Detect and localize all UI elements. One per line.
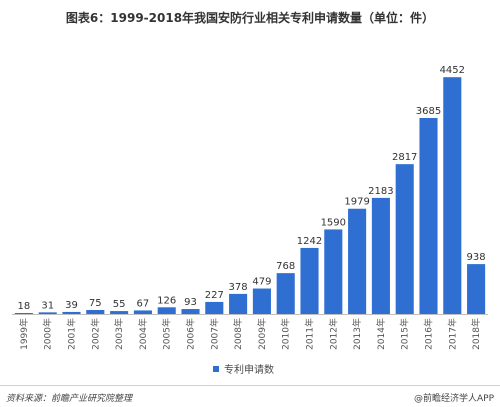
bar xyxy=(181,309,200,314)
bar xyxy=(348,208,367,314)
x-tick-label: 2015年 xyxy=(399,318,411,350)
bar-value-label: 4452 xyxy=(440,65,465,76)
x-tick-label: 1999年 xyxy=(18,318,30,350)
bar-value-label: 1979 xyxy=(344,197,369,208)
bar-value-label: 75 xyxy=(89,298,102,309)
bar-value-label: 378 xyxy=(229,282,248,293)
bar xyxy=(300,247,319,314)
x-tick-label: 2010年 xyxy=(280,318,292,350)
bar-value-label: 768 xyxy=(276,261,295,272)
x-tick-label: 2016年 xyxy=(423,318,435,350)
bar-value-label: 227 xyxy=(205,290,224,301)
legend-label: 专利申请数 xyxy=(224,365,274,376)
bar-value-label: 31 xyxy=(41,300,54,311)
bar xyxy=(205,301,224,314)
bar xyxy=(395,164,414,314)
x-tick-label: 2005年 xyxy=(161,318,173,350)
x-tick-label: 2001年 xyxy=(66,318,78,350)
bar xyxy=(229,293,248,314)
bar-value-label: 39 xyxy=(65,300,78,311)
x-tick-label: 2008年 xyxy=(232,318,244,350)
bar xyxy=(443,77,462,314)
bar xyxy=(276,273,295,314)
bar-value-label: 938 xyxy=(467,252,486,263)
app-credit: @前瞻经济学人APP xyxy=(413,394,494,404)
legend-swatch xyxy=(213,365,219,372)
bar-value-label: 93 xyxy=(184,297,197,308)
x-tick-label: 2003年 xyxy=(113,318,125,350)
x-tick-label: 2017年 xyxy=(446,318,458,350)
x-tick-label: 2013年 xyxy=(351,318,363,350)
x-tick-label: 2002年 xyxy=(89,318,101,350)
x-tick-label: 2007年 xyxy=(208,318,220,350)
bar xyxy=(467,264,486,314)
x-tick-label: 2018年 xyxy=(470,318,482,350)
bar xyxy=(419,117,438,315)
bar-value-label: 55 xyxy=(113,299,126,310)
bar xyxy=(110,311,129,314)
bar xyxy=(38,312,57,314)
bar-value-label: 67 xyxy=(137,298,150,309)
bar-value-label: 479 xyxy=(252,277,271,288)
bar xyxy=(371,197,390,314)
chart-title: 图表6：1999-2018年我国安防行业相关专利申请数量（单位：件） xyxy=(65,11,435,25)
bar xyxy=(86,310,105,314)
bar-value-label: 2183 xyxy=(368,186,393,197)
x-tick-label: 2000年 xyxy=(42,318,54,350)
bar xyxy=(62,311,81,314)
bar-value-label: 126 xyxy=(157,295,176,306)
bar xyxy=(14,313,33,314)
bar xyxy=(157,307,176,314)
source-note: 资料来源：前瞻产业研究院整理 xyxy=(6,394,133,404)
x-tick-label: 2006年 xyxy=(185,318,197,350)
x-tick-label: 2012年 xyxy=(327,318,339,350)
x-tick-label: 2004年 xyxy=(137,318,149,350)
x-tick-label: 2014年 xyxy=(375,318,387,350)
chart-legend: 专利申请数 xyxy=(213,361,274,376)
x-tick-label: 2009年 xyxy=(256,318,268,350)
bar-value-label: 2817 xyxy=(392,152,417,163)
bar xyxy=(133,310,152,314)
bar-value-label: 1242 xyxy=(297,236,322,247)
bar-value-label: 3685 xyxy=(416,106,441,117)
bar-value-label: 1590 xyxy=(321,217,346,228)
x-tick-label: 2011年 xyxy=(304,318,316,350)
bar-value-label: 18 xyxy=(18,301,31,312)
bar xyxy=(324,229,343,314)
footer: 资料来源：前瞻产业研究院整理 @前瞻经济学人APP xyxy=(0,385,500,407)
bar xyxy=(252,288,271,314)
